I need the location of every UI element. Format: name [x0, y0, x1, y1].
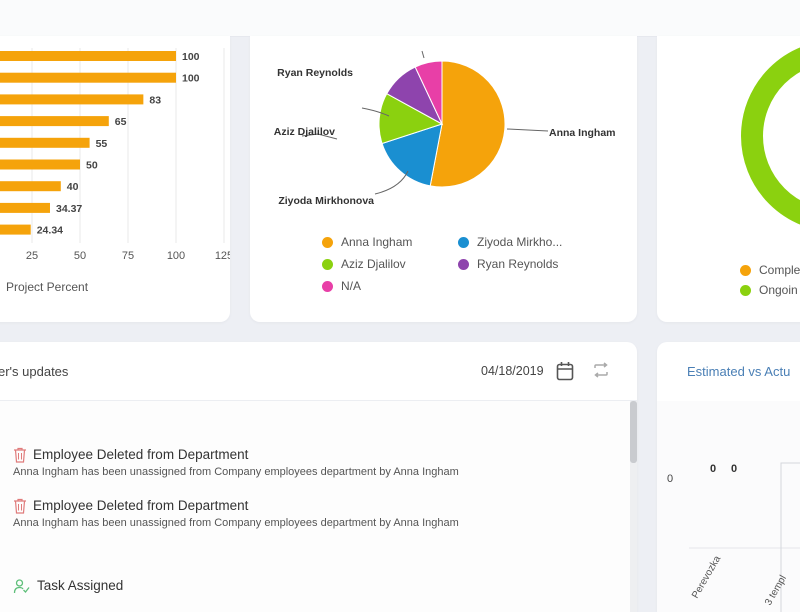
calendar-icon[interactable] — [556, 361, 574, 381]
bar[interactable] — [0, 159, 80, 170]
bar-value-label: 100 — [182, 73, 200, 85]
legend-item[interactable]: Ryan Reynolds — [458, 257, 558, 271]
pie-slice[interactable] — [381, 123, 443, 187]
legend-item[interactable]: Aziz Djalilov — [322, 257, 406, 271]
update-description: Anna Ingham has been unassigned from Com… — [13, 466, 459, 478]
x-tick-label: 50 — [74, 250, 86, 262]
bar[interactable] — [0, 51, 176, 61]
bar[interactable] — [0, 224, 31, 235]
x-tick-label: 125 — [215, 250, 230, 262]
x-tick-label: 3 templ — [763, 574, 789, 608]
leader-line — [361, 107, 390, 117]
bar-value-label: 100 — [182, 51, 200, 63]
legend-item[interactable]: Anna Ingham — [322, 235, 412, 249]
estimated-vs-actual-card: Estimated vs Actu 0 0 0 Perevozka 3 temp… — [657, 342, 800, 612]
updates-header: er's updates 04/18/2019 — [0, 342, 637, 401]
assignee-pie-card: Anna Ingham Ryan Reynolds Aziz Djalilov … — [250, 36, 637, 322]
legend-swatch — [322, 236, 333, 248]
y-tick-label: 0 — [667, 473, 673, 485]
bar[interactable] — [0, 72, 176, 83]
legend-label: Ryan Reynolds — [477, 257, 559, 271]
bar[interactable] — [0, 137, 90, 148]
legend-item[interactable]: N/A — [322, 279, 361, 293]
x-tick-label: Perevozka — [690, 554, 723, 601]
trash-icon — [14, 447, 26, 463]
leader-line — [374, 170, 409, 195]
update-title: Employee Deleted from Department — [33, 498, 249, 513]
top-bar — [0, 0, 800, 37]
tooltip-frame — [780, 462, 800, 612]
bar-value-label: 40 — [67, 181, 79, 193]
legend-label: Anna Ingham — [341, 235, 413, 249]
bar-value-label: 34.37 — [56, 203, 82, 215]
updates-card: er's updates 04/18/2019 Employee Deleted… — [0, 342, 637, 612]
pie-label-ryan-reynolds: Ryan Reynolds — [277, 67, 353, 79]
value-label: 0 — [710, 463, 716, 475]
estimated-header: Estimated vs Actu — [657, 342, 800, 400]
legend-label: N/A — [341, 279, 362, 293]
legend-item[interactable]: Comple — [740, 263, 800, 277]
leader-line — [301, 133, 338, 140]
legend-item[interactable]: Ziyoda Mirkho... — [458, 235, 562, 249]
pie-slice[interactable] — [414, 60, 443, 125]
leader-line — [421, 50, 425, 59]
updates-date[interactable]: 04/18/2019 — [481, 364, 544, 378]
bar[interactable] — [0, 94, 144, 105]
value-label: 0 — [731, 463, 737, 475]
assignee-pie-chart: Anna Ingham Ryan Reynolds Aziz Djalilov … — [274, 50, 616, 207]
scrollbar-thumb[interactable] — [630, 401, 637, 463]
pie-label-ziyoda-mirkhonova: Ziyoda Mirkhonova — [278, 195, 374, 207]
scrollbar-track[interactable] — [630, 401, 637, 612]
bar-value-label: 65 — [115, 116, 127, 128]
pie-label-anna-ingham: Anna Ingham — [549, 127, 616, 139]
estimated-title[interactable]: Estimated vs Actu — [687, 364, 791, 379]
pie-slice[interactable] — [429, 60, 506, 188]
legend-item[interactable]: Ongoin — [740, 283, 798, 297]
donut-ring-ongoing — [741, 47, 800, 225]
bar[interactable] — [0, 116, 109, 127]
bar-value-label: 83 — [149, 94, 161, 106]
x-tick-label: 75 — [122, 250, 134, 262]
leader-line — [506, 128, 549, 132]
refresh-icon[interactable] — [592, 361, 610, 379]
bar[interactable] — [0, 202, 50, 213]
x-tick-label: 100 — [167, 250, 185, 262]
legend-swatch — [322, 280, 333, 292]
estimated-chart: 0 0 0 Perevozka 3 templ — [667, 462, 800, 612]
trash-icon — [14, 498, 26, 514]
pie-label-aziz-djalilov: Aziz Djalilov — [274, 126, 335, 138]
bar-value-label: 55 — [96, 138, 108, 150]
update-title: Employee Deleted from Department — [33, 447, 249, 462]
x-axis-label: Project Percent — [6, 280, 89, 294]
legend-swatch — [322, 258, 333, 270]
x-tick-label: 25 — [26, 250, 38, 262]
updates-title: er's updates — [0, 364, 69, 379]
update-description: Anna Ingham has been unassigned from Com… — [13, 517, 459, 529]
legend-swatch — [458, 258, 469, 270]
legend-label: Ongoin — [759, 283, 798, 297]
update-title: Task Assigned — [37, 578, 124, 593]
bar-value-label: 24.34 — [37, 225, 63, 237]
estimated-chart-area: 0 0 0 Perevozka 3 templ — [657, 401, 800, 612]
legend-label: Comple — [759, 263, 800, 277]
legend-label: Aziz Djalilov — [341, 257, 406, 271]
legend-swatch — [740, 264, 751, 276]
status-donut-chart — [741, 47, 800, 225]
legend-swatch — [458, 236, 469, 248]
updates-list[interactable]: Employee Deleted from Department Anna In… — [0, 401, 637, 612]
status-donut-card: Comple Ongoin — [657, 36, 800, 322]
legend-swatch — [740, 284, 751, 296]
user-check-icon — [13, 579, 30, 594]
bar-value-label: 50 — [86, 160, 98, 172]
legend-label: Ziyoda Mirkho... — [477, 235, 563, 249]
bar[interactable] — [0, 181, 61, 192]
